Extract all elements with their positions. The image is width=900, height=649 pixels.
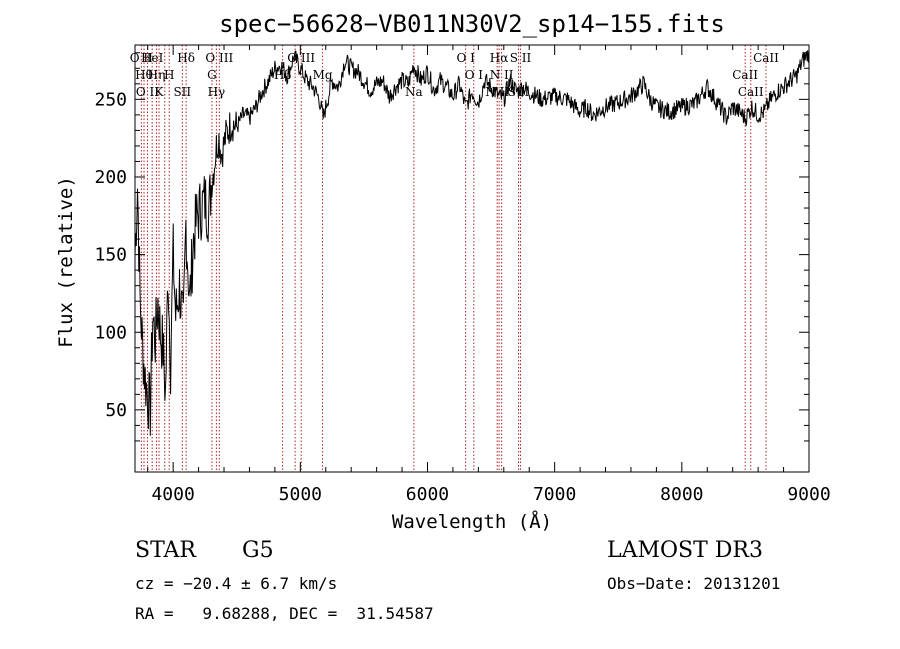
survey-label: LAMOST DR3 xyxy=(607,538,763,563)
x-tick-label: 8000 xyxy=(660,484,703,505)
line-marker-label: S II xyxy=(510,51,532,65)
line-marker-label: Hγ xyxy=(208,85,226,99)
line-marker-label: CaII xyxy=(738,85,764,99)
line-marker-label: O II xyxy=(130,51,153,65)
obs-date: Obs−Date: 20131201 xyxy=(607,574,781,593)
y-tick-label: 100 xyxy=(94,322,127,343)
line-marker-label: CaII xyxy=(753,51,779,65)
line-marker-label: O I xyxy=(456,51,475,65)
x-tick-label: 9000 xyxy=(787,484,830,505)
line-marker-label: O III xyxy=(287,51,315,65)
line-marker-label: O III xyxy=(205,51,233,65)
x-axis-ticks: 4000 5000 6000 7000 8000 9000 xyxy=(147,45,831,505)
y-tick-label: 200 xyxy=(94,167,127,188)
x-tick-label: 6000 xyxy=(406,484,449,505)
x-tick-label: 4000 xyxy=(151,484,194,505)
line-marker-label: Hβ xyxy=(274,68,291,82)
line-marker-label: Hα xyxy=(490,51,509,65)
y-axis-label: Flux (relative) xyxy=(55,176,77,348)
line-marker-label: Hθ xyxy=(135,68,153,82)
x-axis-label: Wavelength (Å) xyxy=(392,510,552,533)
y-tick-label: 150 xyxy=(94,245,127,266)
line-marker-label: G xyxy=(207,68,217,82)
line-marker-label: H xyxy=(164,68,174,82)
line-marker-label: HeI xyxy=(141,51,164,65)
plot-frame xyxy=(134,44,810,473)
x-tick-label: 7000 xyxy=(533,484,576,505)
line-marker-label: O I xyxy=(465,68,484,82)
line-marker-label: Na xyxy=(405,85,423,99)
line-marker-label: K xyxy=(155,85,165,99)
y-axis-ticks: 50 100 150 200 250 xyxy=(94,52,809,442)
spectrum-line xyxy=(134,50,810,436)
y-tick-label: 250 xyxy=(94,89,127,110)
redshift-readout: cz = −20.4 ± 6.7 km/s xyxy=(135,574,338,593)
line-marker-label: Mg xyxy=(313,68,333,82)
object-class: STAR xyxy=(135,538,196,563)
line-marker-label: O II xyxy=(136,85,159,99)
line-marker-label: N II xyxy=(490,68,514,82)
line-marker-label: SII xyxy=(173,85,191,99)
y-tick-label: 50 xyxy=(105,400,127,421)
line-marker-label: CaII xyxy=(732,68,758,82)
coordinates: RA = 9.68288, DEC = 31.54587 xyxy=(135,604,434,623)
x-tick-label: 5000 xyxy=(279,484,322,505)
line-marker-label: Hη xyxy=(148,68,166,82)
line-marker-label: Hδ xyxy=(177,51,195,65)
object-subclass: G5 xyxy=(242,538,274,563)
chart-title: spec−56628−VB011N30V2_sp14−155.fits xyxy=(219,10,725,38)
